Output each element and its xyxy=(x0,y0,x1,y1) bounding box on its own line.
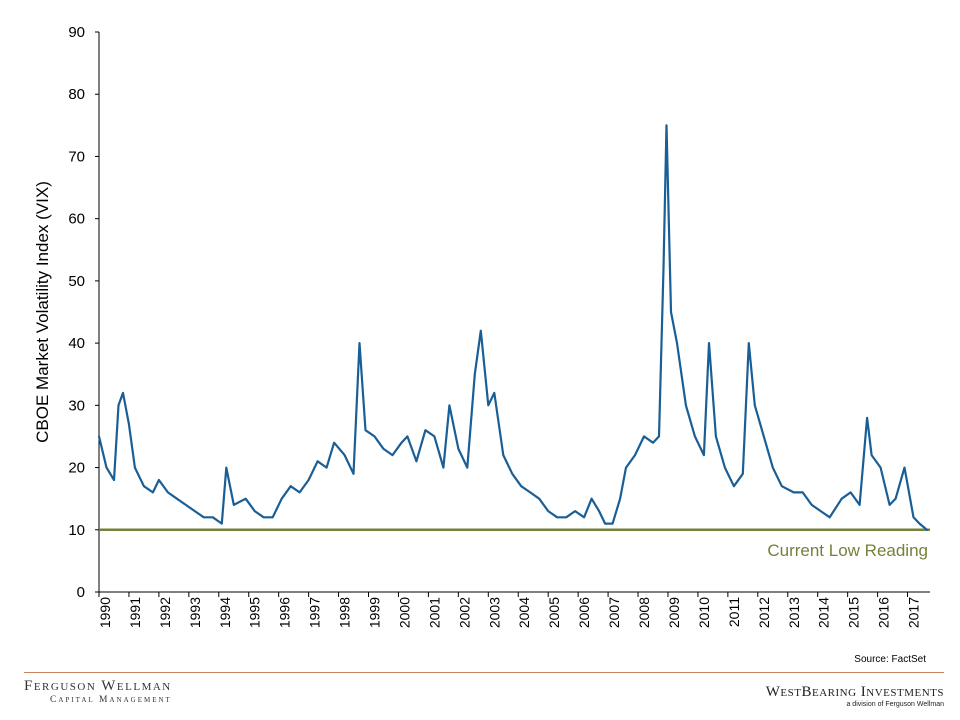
y-tick-label: 20 xyxy=(68,460,85,477)
x-tick-label: 2003 xyxy=(486,597,502,628)
westbearing-logo: WestBearing Investments a division of Fe… xyxy=(766,684,944,708)
x-tick-label: 1993 xyxy=(187,597,203,628)
x-tick-label: 1992 xyxy=(157,597,173,628)
source-note: Source: FactSet xyxy=(854,654,926,665)
x-tick-label: 2005 xyxy=(546,597,562,628)
x-tick-label: 2008 xyxy=(636,597,652,628)
y-tick-label: 40 xyxy=(68,335,85,352)
y-tick-label: 90 xyxy=(68,24,85,41)
x-tick-label: 1998 xyxy=(337,597,353,628)
x-tick-label: 2012 xyxy=(756,597,772,628)
x-tick-label: 1991 xyxy=(127,597,143,628)
x-tick-label: 2010 xyxy=(696,597,712,628)
logo-left-name: Ferguson Wellman xyxy=(24,678,172,694)
vix-line-chart: 0 10 20 30 40 50 60 70 80 90 1990 1991 1992 1993 1994 1… xyxy=(33,24,930,628)
x-tick-label: 2001 xyxy=(426,597,442,628)
x-tick-label: 2011 xyxy=(726,597,742,627)
x-tick-label: 1996 xyxy=(277,597,293,628)
x-tick-label: 2014 xyxy=(816,597,832,628)
y-tick-label: 30 xyxy=(68,397,85,414)
x-tick-label: 2017 xyxy=(906,597,922,628)
x-tick-label: 1995 xyxy=(247,597,263,628)
x-tick-label: 1999 xyxy=(367,597,383,628)
x-tick-label: 2015 xyxy=(846,597,862,628)
logo-right-name: WestBearing Investments xyxy=(765,684,944,700)
x-tick-label: 2002 xyxy=(456,597,472,628)
x-tick-label: 2007 xyxy=(606,597,622,628)
x-tick-label: 1994 xyxy=(217,597,233,628)
y-axis-title: CBOE Market Volatility Index (VIX) xyxy=(33,181,52,443)
x-tick-label: 2000 xyxy=(396,597,412,628)
y-tick-label: 50 xyxy=(68,273,85,290)
y-tick-label: 60 xyxy=(68,211,85,228)
logo-right-subtitle: a division of Ferguson Wellman xyxy=(846,701,944,708)
y-tick-label: 0 xyxy=(77,584,85,601)
x-tick-label: 2016 xyxy=(876,597,892,628)
ferguson-wellman-logo: Ferguson Wellman Capital Management xyxy=(24,678,172,705)
logo-left-subtitle: Capital Management xyxy=(50,695,172,705)
x-tick-label: 1997 xyxy=(307,597,323,628)
plot-area: 0 10 20 30 40 50 60 70 80 90 1990 1991 1992 1993 1994 1… xyxy=(68,24,930,628)
footer-divider xyxy=(24,672,944,673)
x-tick-label: 2009 xyxy=(666,597,682,628)
y-tick-label: 70 xyxy=(68,148,85,165)
x-tick-label: 2006 xyxy=(576,597,592,628)
y-tick-label: 10 xyxy=(68,522,85,539)
vix-series-line xyxy=(97,124,929,531)
x-tick-label: 2004 xyxy=(516,597,532,628)
y-tick-label: 80 xyxy=(68,86,85,103)
x-tick-label: 2013 xyxy=(786,597,802,628)
current-low-reading-label: Current Low Reading xyxy=(767,541,928,560)
x-tick-label: 1990 xyxy=(97,597,113,628)
